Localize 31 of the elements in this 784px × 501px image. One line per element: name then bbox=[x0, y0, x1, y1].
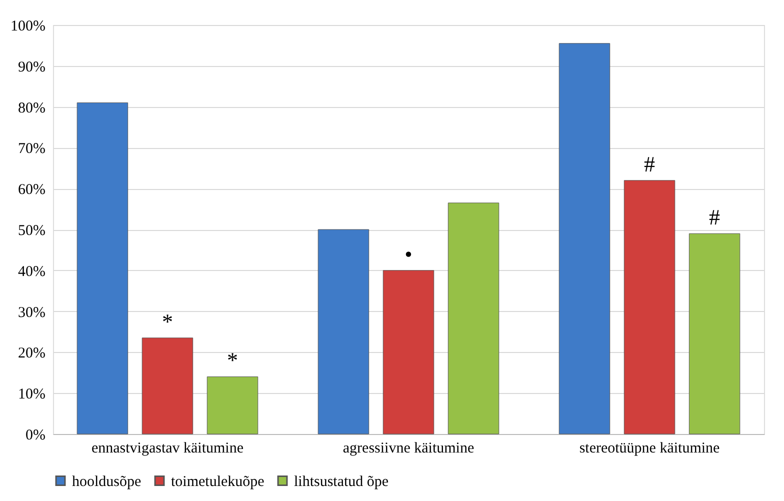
y-tick-label: 0% bbox=[26, 428, 46, 444]
y-tick-label: 40% bbox=[18, 264, 46, 280]
annotation: • bbox=[404, 241, 412, 266]
bar bbox=[624, 180, 676, 434]
y-tick-label: 100% bbox=[10, 18, 46, 34]
bar bbox=[76, 102, 128, 434]
legend-label: toimetulekuõpe bbox=[171, 474, 265, 490]
y-tick-label: 70% bbox=[18, 141, 46, 158]
x-tick-label: ennastvigastav käitumine bbox=[91, 440, 244, 456]
x-tick-label: stereotüüpne käitumine bbox=[579, 440, 720, 456]
y-tick-label: 60% bbox=[18, 182, 46, 198]
bar bbox=[318, 229, 370, 434]
annotation: * bbox=[227, 348, 238, 373]
annotation: # bbox=[644, 151, 656, 176]
y-tick-label: 50% bbox=[18, 223, 46, 239]
y-tick-label: 80% bbox=[18, 100, 46, 116]
bar bbox=[688, 233, 740, 434]
y-tick-label: 10% bbox=[18, 386, 46, 403]
legend-label: hooldusõpe bbox=[72, 474, 142, 490]
bar bbox=[382, 270, 434, 434]
y-tick-label: 90% bbox=[18, 59, 46, 76]
annotation: # bbox=[709, 204, 720, 230]
bar bbox=[142, 338, 194, 434]
bar bbox=[206, 376, 258, 434]
bar bbox=[558, 43, 610, 434]
bar bbox=[448, 202, 500, 434]
x-tick-label: agressiivne käitumine bbox=[342, 440, 474, 456]
legend-label: lihtsustatud õpe bbox=[294, 474, 389, 490]
y-tick-label: 20% bbox=[18, 346, 46, 362]
annotation: * bbox=[162, 308, 173, 334]
y-tick-label: 30% bbox=[18, 304, 46, 321]
